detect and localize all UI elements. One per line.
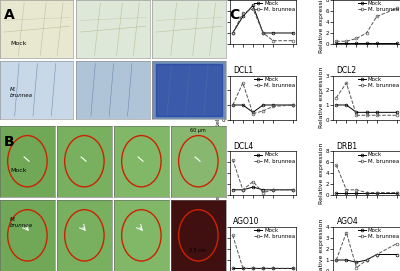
Text: DCL1: DCL1	[233, 66, 253, 75]
Y-axis label: Relative expression: Relative expression	[216, 143, 221, 204]
Y-axis label: Relative expression: Relative expression	[319, 218, 324, 271]
Text: M.
brunnea: M. brunnea	[10, 87, 33, 98]
Y-axis label: Relative expression: Relative expression	[216, 0, 221, 53]
Text: DRB1: DRB1	[336, 141, 358, 151]
Text: DCL4: DCL4	[233, 141, 253, 151]
Legend: Mock, M. brunnea: Mock, M. brunnea	[254, 77, 295, 88]
Text: AGO4: AGO4	[336, 217, 358, 226]
Legend: Mock, M. brunnea: Mock, M. brunnea	[254, 228, 295, 239]
Text: DCL2: DCL2	[336, 66, 357, 75]
Text: Mock: Mock	[10, 168, 26, 173]
Y-axis label: Relative expression: Relative expression	[216, 67, 221, 128]
Text: M.
brunnea: M. brunnea	[10, 217, 33, 228]
Y-axis label: Relative expression: Relative expression	[319, 0, 324, 53]
Legend: Mock, M. brunnea: Mock, M. brunnea	[254, 153, 295, 164]
Legend: Mock, M. brunnea: Mock, M. brunnea	[358, 77, 399, 88]
Legend: Mock, M. brunnea: Mock, M. brunnea	[254, 1, 295, 12]
Text: B: B	[4, 136, 15, 150]
Text: C: C	[230, 8, 240, 22]
Legend: Mock, M. brunnea: Mock, M. brunnea	[358, 228, 399, 239]
Text: 60 μm: 60 μm	[190, 128, 206, 133]
Text: AGO10: AGO10	[233, 217, 260, 226]
Y-axis label: Relative expression: Relative expression	[319, 143, 324, 204]
Text: Mock: Mock	[10, 41, 26, 46]
Legend: Mock, M. brunnea: Mock, M. brunnea	[358, 1, 399, 12]
Y-axis label: Relative expression: Relative expression	[216, 218, 221, 271]
Text: A: A	[4, 8, 15, 22]
Y-axis label: Relative expression: Relative expression	[319, 67, 324, 128]
Text: 0.5 cm: 0.5 cm	[189, 249, 206, 253]
Legend: Mock, M. brunnea: Mock, M. brunnea	[358, 153, 399, 164]
